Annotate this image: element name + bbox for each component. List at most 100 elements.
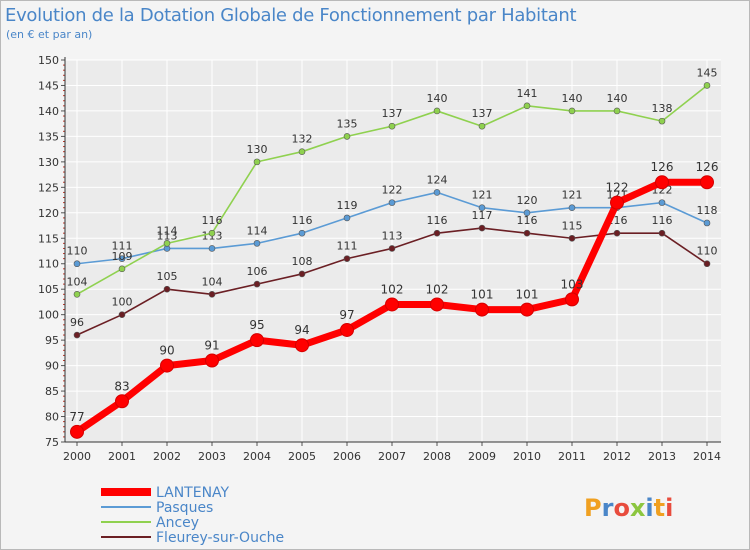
y-tick-label: 150 (38, 54, 59, 67)
data-point (478, 122, 486, 130)
data-label: 120 (517, 194, 538, 207)
data-point (610, 195, 624, 210)
data-label: 105 (157, 270, 178, 283)
data-label: 103 (561, 277, 584, 291)
series-lantenay: 77 83 90 91 95 94 97 102 102 101 101 103 122 126 126 (69, 160, 718, 439)
data-label: 104 (202, 275, 223, 288)
data-point (478, 224, 486, 232)
data-label: 115 (562, 219, 583, 232)
x-tick-label: 2000 (63, 450, 91, 463)
x-tick-label: 2012 (603, 450, 631, 463)
data-label: 140 (607, 92, 628, 105)
y-tick-label: 75 (45, 436, 59, 449)
data-label: 101 (471, 288, 494, 302)
data-label: 90 (159, 344, 174, 358)
data-point (388, 199, 396, 206)
data-label: 106 (247, 265, 268, 278)
data-label: 116 (427, 214, 448, 227)
data-point (568, 234, 576, 242)
data-label: 122 (382, 184, 403, 197)
legend-item-pasques: Pasques (101, 500, 213, 516)
data-point (73, 260, 81, 268)
data-point (343, 214, 351, 222)
data-point (523, 209, 531, 217)
data-point (613, 107, 621, 115)
chart-subtitle: (en € et par an) (6, 28, 93, 41)
data-point (433, 189, 441, 196)
data-point (565, 292, 579, 307)
series-ancey: 104 109 114 116 130 132 135 137 140 137 141 140 140 1… (67, 66, 718, 298)
data-label: 77 (69, 410, 84, 424)
data-point (523, 102, 531, 110)
data-point (700, 175, 714, 190)
data-label: 141 (517, 87, 538, 100)
legend-label: Fleurey-sur-Ouche (156, 530, 284, 546)
data-label: 83 (114, 379, 129, 393)
x-tick-label: 2005 (288, 450, 316, 463)
data-label: 116 (202, 214, 223, 227)
y-tick-label: 135 (38, 130, 59, 143)
data-point (523, 229, 531, 237)
data-label: 111 (112, 240, 133, 253)
y-tick-label: 125 (38, 181, 59, 194)
data-point (208, 229, 216, 237)
x-tick-label: 2014 (693, 450, 721, 463)
legend-item-fleurey-sur-ouche: Fleurey-sur-Ouche (101, 530, 284, 546)
data-label: 110 (67, 245, 88, 258)
data-label: 113 (382, 229, 403, 242)
data-point (703, 219, 711, 227)
data-label: 117 (472, 209, 493, 222)
y-tick-label: 115 (38, 232, 59, 245)
y-tick-label: 120 (38, 207, 59, 220)
data-point (298, 148, 306, 155)
y-tick-label: 110 (38, 258, 59, 271)
series-fleurey-sur-ouche: 96 100 105 104 106 108 111 113 116 117 116 115 116 11… (70, 209, 718, 339)
data-label: 138 (652, 102, 673, 115)
data-point (253, 280, 261, 288)
data-point (115, 394, 129, 409)
data-point (208, 290, 216, 298)
data-label: 91 (204, 339, 219, 353)
y-tick-label: 100 (38, 309, 59, 322)
data-label: 110 (697, 245, 718, 258)
y-tick-label: 85 (45, 385, 59, 398)
data-point (118, 311, 126, 318)
data-label: 132 (292, 133, 313, 146)
data-label: 121 (472, 189, 493, 202)
x-tick-label: 2004 (243, 450, 271, 463)
data-point (388, 122, 396, 130)
data-label: 97 (339, 308, 354, 322)
y-tick-label: 95 (45, 334, 59, 347)
data-label: 122 (606, 181, 629, 195)
data-point (73, 331, 81, 339)
data-label: 135 (337, 117, 358, 130)
data-point (163, 285, 171, 293)
legend-label: Ancey (156, 515, 199, 531)
data-label: 124 (427, 173, 448, 186)
data-label: 111 (337, 240, 358, 253)
data-label: 140 (562, 92, 583, 105)
legend-item-ancey: Ancey (101, 515, 199, 531)
y-tick-label: 80 (45, 411, 59, 424)
data-label: 102 (426, 282, 449, 296)
data-label: 95 (249, 318, 264, 332)
data-point (430, 297, 444, 312)
data-label: 140 (427, 92, 448, 105)
y-tick-label: 130 (38, 156, 59, 169)
data-point (433, 107, 441, 115)
y-tick-label: 140 (38, 105, 59, 118)
data-point (343, 133, 351, 140)
data-point (205, 353, 219, 368)
x-tick-label: 2008 (423, 450, 451, 463)
data-point (163, 240, 171, 247)
chart-title: Evolution de la Dotation Globale de Fonc… (5, 5, 577, 26)
data-label: 113 (157, 229, 178, 242)
data-label: 126 (651, 160, 674, 174)
data-point (703, 82, 711, 89)
data-point (613, 229, 621, 237)
data-point (253, 240, 261, 247)
data-label: 116 (652, 214, 673, 227)
data-point (340, 322, 354, 337)
data-label: 108 (292, 255, 313, 268)
